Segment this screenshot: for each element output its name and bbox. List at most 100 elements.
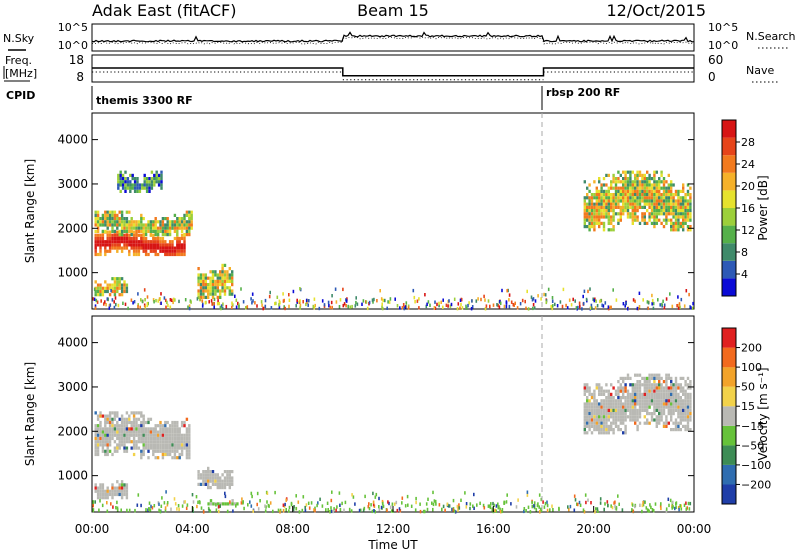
scatter-cell xyxy=(197,476,200,480)
scatter-cell xyxy=(591,306,593,310)
scatter-cell xyxy=(108,443,112,447)
scatter-cell xyxy=(149,508,152,512)
scatter-cell xyxy=(190,226,193,230)
scatter-cell xyxy=(114,296,117,300)
scatter-cell xyxy=(614,405,618,409)
scatter-cell xyxy=(674,424,678,428)
scatter-cell xyxy=(398,507,401,511)
scatter-cell xyxy=(686,383,690,387)
scatter-cell xyxy=(199,273,203,277)
scatter-cell xyxy=(101,289,105,294)
scatter-cell xyxy=(523,507,526,511)
scatter-cell xyxy=(92,297,95,301)
scatter-cell xyxy=(638,205,642,209)
scatter-cell xyxy=(265,505,267,509)
scatter-cell xyxy=(106,230,109,234)
scatter-cell xyxy=(153,180,156,184)
scatter-cell xyxy=(288,293,290,297)
scatter-cell xyxy=(120,213,124,217)
scatter-cell xyxy=(101,496,105,500)
scatter-cell xyxy=(140,236,143,241)
scatter-cell xyxy=(679,221,682,225)
scatter-cell xyxy=(211,276,215,280)
scatter-cell xyxy=(142,226,145,230)
scatter-cell xyxy=(674,408,678,412)
scatter-cell xyxy=(219,305,222,310)
scatter-cell xyxy=(219,270,222,274)
scatter-cell xyxy=(605,421,608,425)
scatter-cell xyxy=(442,305,444,309)
scatter-cell xyxy=(473,506,475,510)
scatter-cell xyxy=(197,500,199,504)
scatter-cell xyxy=(101,240,105,244)
scatter-cell xyxy=(614,402,618,406)
nsky-tick-bottom: 10^0 xyxy=(58,39,88,52)
scatter-cell xyxy=(113,449,117,453)
scatter-cell xyxy=(602,428,606,432)
scatter-cell xyxy=(224,491,226,496)
scatter-cell xyxy=(202,476,205,480)
scatter-cell xyxy=(142,436,145,441)
scatter-cell xyxy=(674,396,678,400)
scatter-cell xyxy=(96,424,100,428)
scatter-cell xyxy=(602,221,606,225)
scatter-cell xyxy=(595,218,598,222)
scatter-cell xyxy=(252,299,254,303)
scatter-cell xyxy=(147,427,150,431)
scatter-cell xyxy=(583,196,586,200)
scatter-cell xyxy=(120,223,124,227)
scatter-cell xyxy=(135,420,138,425)
scatter-cell xyxy=(506,493,508,497)
scatter-cell xyxy=(228,476,231,480)
scatter-cell xyxy=(160,301,162,305)
scatter-cell xyxy=(104,440,107,444)
nsky-panel: N.Sky 10^5 10^0 10^5 10^0 N.Search xyxy=(3,21,796,52)
scatter-cell xyxy=(648,389,651,393)
scatter-cell xyxy=(137,493,140,497)
scatter-cell xyxy=(171,226,174,230)
scatter-cell xyxy=(519,302,522,306)
scatter-cell xyxy=(600,221,603,225)
scatter-cell xyxy=(118,217,121,221)
scatter-cell xyxy=(106,430,109,434)
scatter-cell xyxy=(660,199,663,203)
scatter-cell xyxy=(260,300,263,304)
scatter-cell xyxy=(648,376,651,380)
scatter-cell xyxy=(140,220,143,224)
scatter-cell xyxy=(153,173,156,177)
scatter-cell xyxy=(96,236,100,241)
scatter-cell xyxy=(545,300,548,305)
scatter-cell xyxy=(670,380,673,384)
scatter-cell xyxy=(469,502,472,506)
scatter-cell xyxy=(662,212,666,216)
scatter-cell xyxy=(99,233,102,237)
scatter-cell xyxy=(154,424,157,428)
scatter-cell xyxy=(214,473,217,477)
scatter-cell xyxy=(125,240,129,244)
scatter-cell xyxy=(178,430,181,434)
scatter-cell xyxy=(610,180,613,184)
scatter-cell xyxy=(166,430,169,434)
scatter-cell xyxy=(667,212,670,216)
scatter-cell xyxy=(113,446,117,450)
scatter-cell xyxy=(617,196,620,200)
scatter-cell xyxy=(120,496,124,500)
scatter-cell xyxy=(164,452,167,457)
scatter-cell xyxy=(216,473,219,477)
scatter-cell xyxy=(617,418,620,422)
scatter-cell xyxy=(231,283,234,287)
scatter-cell xyxy=(650,399,654,403)
scatter-cell xyxy=(600,418,603,422)
scatter-cell xyxy=(626,183,630,187)
scatter-cell xyxy=(684,389,687,393)
scatter-cell xyxy=(684,408,687,412)
scatter-cell xyxy=(228,479,231,483)
scatter-cell xyxy=(101,220,105,224)
nsearch-tick-top: 10^5 xyxy=(708,21,738,34)
scatter-cell xyxy=(629,396,632,400)
scatter-cell xyxy=(612,412,615,416)
scatter-cell xyxy=(108,417,112,421)
scatter-cell xyxy=(498,505,500,509)
scatter-cell xyxy=(622,418,625,422)
scatter-cell xyxy=(655,421,658,425)
